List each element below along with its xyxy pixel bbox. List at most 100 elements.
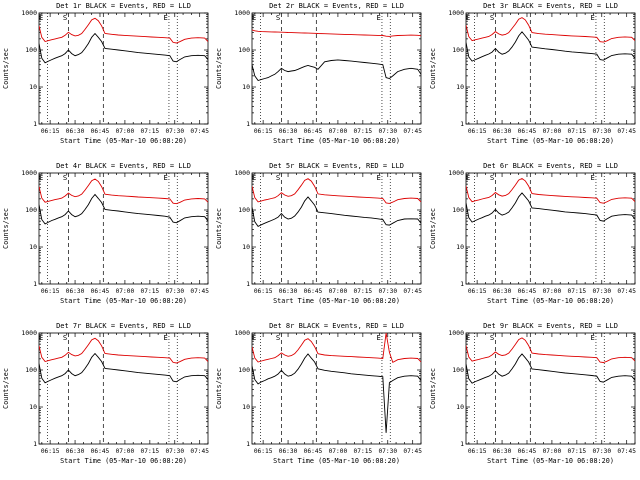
x-axis-label: Start Time (05-Mar-10 06:08:20) (60, 457, 187, 465)
series-lld (465, 337, 635, 363)
marker-label-S: S (490, 333, 494, 342)
x-tick-label: 07:00 (542, 288, 561, 295)
x-axis-label: Start Time (05-Mar-10 06:08:20) (487, 137, 614, 145)
x-tick-label: 06:15 (467, 448, 486, 455)
series-lld (39, 17, 208, 44)
panel-chart: Det 9r BLACK = Events, RED = LLD 1 10 100 10… (429, 322, 636, 465)
x-tick-label: 06:15 (467, 128, 486, 135)
y-axis-label: Counts/sec (215, 368, 223, 409)
x-tick-label: 07:15 (141, 448, 160, 455)
panel-det-5: Det 5r BLACK = Events, RED = LLD 1 10 100 10… (213, 160, 426, 320)
panel-chart: Det 5r BLACK = Events, RED = LLD 1 10 100 10… (215, 162, 423, 305)
x-tick-label: 07:45 (617, 128, 636, 135)
y-axis-label: Counts/sec (215, 208, 223, 249)
x-tick-label: 06:45 (304, 128, 323, 135)
x-axis-label: Start Time (05-Mar-10 06:08:20) (487, 457, 614, 465)
panel-det-3: Det 3r BLACK = Events, RED = LLD 1 10 100 10… (427, 0, 640, 160)
y-tick-label: 100 (239, 46, 251, 54)
marker-label-E: E (465, 333, 469, 342)
y-tick-label: 1 (460, 280, 464, 288)
plot-frame (38, 12, 209, 125)
x-tick-label: 07:45 (190, 448, 209, 455)
y-tick-label: 10 (29, 83, 37, 91)
marker-label-S: S (63, 13, 67, 22)
y-tick-label: 1 (246, 440, 250, 448)
x-tick-label: 07:00 (116, 128, 135, 135)
marker-label-S: S (276, 173, 280, 182)
marker-label-E: E (590, 333, 594, 342)
axes (465, 12, 636, 125)
y-axis-label: Counts/sec (429, 208, 437, 249)
marker-label-E: E (377, 13, 381, 22)
x-tick-label: 07:15 (567, 288, 586, 295)
y-tick-label: 100 (25, 366, 37, 374)
y-tick-label: 100 (452, 206, 464, 214)
x-tick-label: 06:45 (517, 448, 536, 455)
panel-chart: Det 4r BLACK = Events, RED = LLD 1 10 100 10… (2, 162, 209, 305)
y-tick-label: 100 (239, 366, 251, 374)
panel-chart: Det 8r BLACK = Events, RED = LLD 1 10 100 10… (215, 322, 422, 465)
y-tick-label: 1000 (235, 169, 251, 177)
x-axis-label: Start Time (05-Mar-10 06:08:20) (60, 297, 187, 305)
x-tick-label: 07:00 (116, 448, 135, 455)
y-tick-label: 1 (246, 280, 250, 288)
series-events (465, 192, 635, 223)
y-axis-label: Counts/sec (2, 48, 10, 89)
plot-frame (465, 12, 636, 125)
panel-title: Det 6r BLACK = Events, RED = LLD (483, 162, 618, 170)
marker-label-E: E (39, 173, 43, 182)
x-tick-label: 07:30 (592, 128, 611, 135)
x-tick-label: 07:15 (354, 128, 373, 135)
x-axis-label: Start Time (05-Mar-10 06:08:20) (487, 297, 614, 305)
marker-label-S: S (63, 333, 67, 342)
y-tick-label: 1 (33, 280, 37, 288)
x-tick-label: 07:00 (542, 128, 561, 135)
x-tick-label: 06:30 (279, 448, 298, 455)
x-tick-label: 07:15 (567, 128, 586, 135)
series-events (252, 353, 422, 433)
axes (39, 172, 209, 285)
x-tick-label: 07:00 (329, 448, 348, 455)
panel-title: Det 2r BLACK = Events, RED = LLD (269, 2, 404, 10)
plot-frame (465, 172, 636, 285)
axes (252, 332, 422, 445)
series-events (39, 193, 208, 225)
y-tick-label: 1000 (448, 329, 464, 337)
y-axis-label: Counts/sec (429, 48, 437, 89)
x-tick-label: 06:15 (254, 448, 273, 455)
x-tick-label: 07:30 (592, 448, 611, 455)
axes (465, 172, 636, 285)
y-tick-label: 10 (243, 403, 251, 411)
plot-frame (251, 12, 422, 125)
marker-label-S: S (490, 13, 494, 22)
x-tick-label: 07:30 (379, 288, 398, 295)
marker-label-E: E (252, 173, 256, 182)
y-tick-label: 1000 (448, 9, 464, 17)
panel-title: Det 5r BLACK = Events, RED = LLD (269, 162, 404, 170)
panel-chart: Det 6r BLACK = Events, RED = LLD 1 10 100 10… (429, 162, 636, 305)
marker-label-E: E (252, 333, 256, 342)
marker-label-E: E (377, 333, 381, 342)
y-tick-label: 1000 (21, 169, 37, 177)
x-tick-label: 07:00 (329, 128, 348, 135)
x-tick-label: 07:45 (404, 128, 423, 135)
x-tick-label: 07:45 (404, 288, 423, 295)
series-events (252, 59, 422, 82)
x-tick-label: 06:15 (467, 288, 486, 295)
y-tick-label: 1 (460, 440, 464, 448)
y-tick-label: 10 (456, 403, 464, 411)
series-events (39, 32, 208, 64)
marker-label-E: E (377, 173, 381, 182)
x-tick-label: 06:30 (66, 288, 85, 295)
y-tick-label: 1 (246, 120, 250, 128)
x-axis-label: Start Time (05-Mar-10 06:08:20) (273, 137, 400, 145)
marker-label-E: E (465, 173, 469, 182)
y-tick-label: 1 (460, 120, 464, 128)
panel-title: Det 9r BLACK = Events, RED = LLD (483, 322, 618, 330)
x-axis-label: Start Time (05-Mar-10 06:08:20) (273, 297, 400, 305)
x-tick-label: 06:15 (254, 128, 273, 135)
x-tick-label: 06:15 (41, 448, 60, 455)
y-axis-label: Counts/sec (215, 48, 223, 89)
x-tick-label: 07:15 (141, 288, 160, 295)
panel-det-4: Det 4r BLACK = Events, RED = LLD 1 10 100 10… (0, 160, 213, 320)
